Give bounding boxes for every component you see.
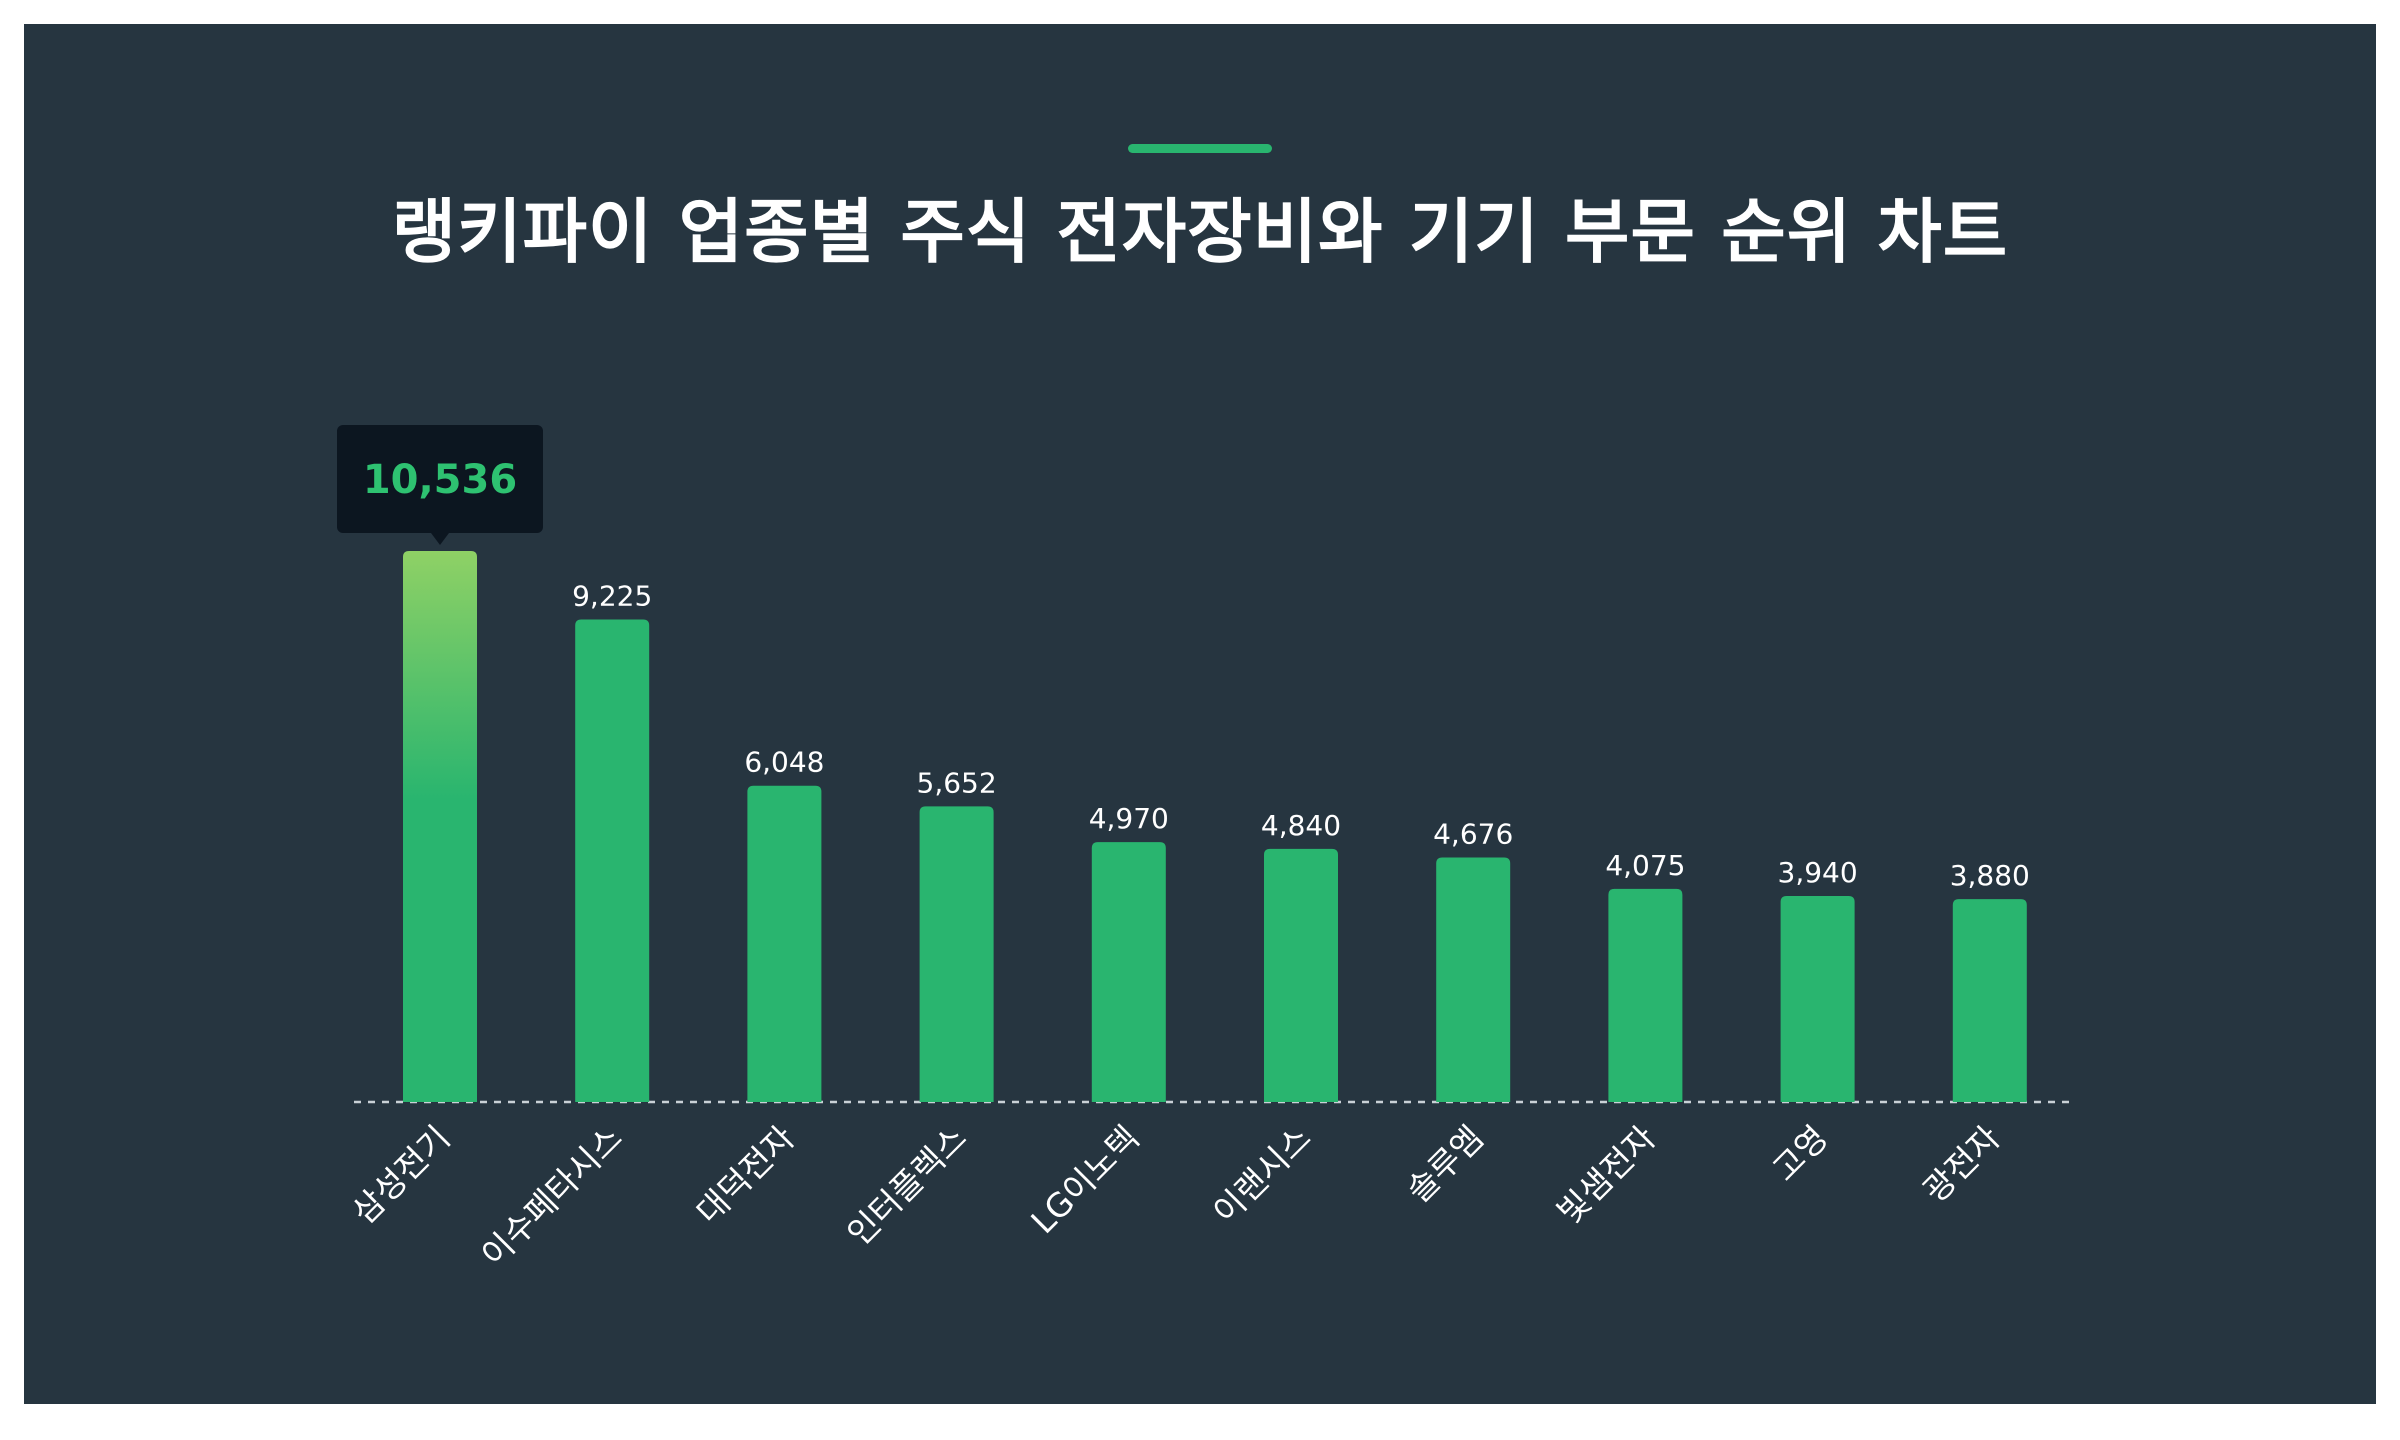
category-label-5: 이랜시스 [1205,1118,1318,1231]
bar-7[interactable] [1608,888,1683,1102]
value-label-1: 9,225 [572,580,652,613]
category-label-2: 대덕전자 [689,1118,802,1231]
tooltip-box [337,425,543,533]
category-label-6: 솔루엠 [1399,1118,1491,1210]
value-label-4: 4,970 [1089,802,1169,835]
value-label-2: 6,048 [744,746,824,779]
tooltip-value: 10,536 [363,457,517,503]
bar-4[interactable] [1091,842,1166,1102]
bar-1[interactable] [575,619,650,1102]
bar-5[interactable] [1264,848,1338,1102]
value-label-5: 4,840 [1261,809,1341,842]
category-label-7: 빛샘전자 [1550,1118,1663,1231]
category-label-1: 이수페타시스 [473,1118,629,1274]
bar-9[interactable] [1952,899,2027,1102]
value-label-8: 3,940 [1778,856,1858,889]
category-label-9: 광전자 [1915,1118,2007,1210]
chart-title: 랭키파이 업종별 주식 전자장비와 기기 부문 순위 차트 [391,191,2009,273]
bar-3[interactable] [919,806,994,1102]
value-label-3: 5,652 [917,766,997,799]
title-accent-line [1128,144,1272,153]
value-tooltip: 10,536 [337,425,543,545]
category-label-3: 인터플렉스 [839,1118,974,1253]
value-label-7: 4,075 [1605,849,1685,882]
category-label-4: LG이노텍 [1023,1118,1146,1241]
tooltip-pointer [431,533,449,545]
category-label-8: 고영 [1765,1118,1836,1189]
value-label-9: 3,880 [1950,859,2030,892]
category-label-0: 삼성전기 [344,1118,457,1231]
bar-0[interactable] [403,551,477,1102]
value-label-6: 4,676 [1433,817,1513,850]
bar-8[interactable] [1780,895,1855,1102]
bar-2[interactable] [747,785,822,1102]
bar-6[interactable] [1436,857,1511,1102]
